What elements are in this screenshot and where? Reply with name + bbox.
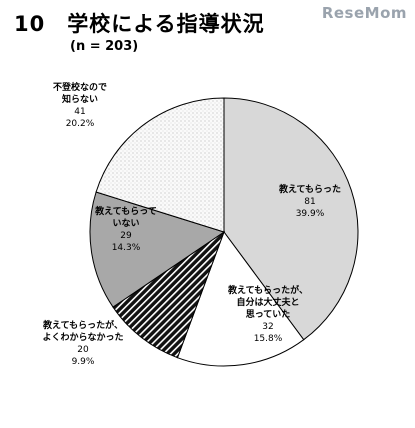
slice-count: 41 bbox=[74, 107, 85, 117]
slice-label-text: いない bbox=[112, 218, 139, 229]
slice-label-5: 不登校なので知らない 41 20.2% bbox=[53, 81, 107, 129]
slice-count: 29 bbox=[120, 231, 132, 241]
slice-count: 20 bbox=[77, 345, 89, 355]
slice-label-2: 教えてもらったが、自分は大丈夫と思っていた 32 15.8% bbox=[227, 284, 308, 344]
slice-percent: 14.3% bbox=[112, 243, 141, 253]
watermark-logo: ReseMom bbox=[321, 4, 407, 22]
pie-slice-3 bbox=[112, 230, 226, 359]
slice-count: 32 bbox=[262, 322, 273, 332]
slice-label-text: 教えてもらって bbox=[94, 205, 157, 217]
slice-percent: 15.8% bbox=[254, 334, 283, 344]
chart-title: 10 学校による指導状況 bbox=[14, 12, 265, 36]
slice-label-text: 教えてもらったが、 bbox=[42, 319, 123, 331]
slice-label-text: 不登校なので bbox=[53, 81, 107, 93]
pie-slice-5 bbox=[95, 97, 225, 233]
sample-size-label: (n = 203) bbox=[70, 39, 139, 54]
slice-percent: 20.2% bbox=[66, 119, 95, 129]
slice-label-text: 思っていた bbox=[246, 309, 291, 320]
slice-label-text: よくわからなかった bbox=[42, 332, 123, 343]
slice-label-4: 教えてもらっていない 29 14.3% bbox=[94, 205, 157, 253]
slice-label-3: 教えてもらったが、よくわからなかった 20 9.9% bbox=[42, 319, 123, 367]
slice-count: 81 bbox=[304, 197, 315, 207]
slice-label-text: 教えてもらったが、 bbox=[227, 284, 308, 296]
pie-slice-2 bbox=[176, 230, 305, 367]
pie-slice-4 bbox=[89, 191, 226, 308]
slice-label-text: 知らない bbox=[61, 93, 98, 105]
slice-label-text: 教えてもらった bbox=[278, 183, 341, 195]
pie-slice-1 bbox=[223, 97, 359, 341]
slice-percent: 39.9% bbox=[296, 209, 325, 219]
slice-percent: 9.9% bbox=[72, 357, 95, 367]
slice-label-text: 自分は大丈夫と bbox=[236, 296, 299, 308]
slice-label-1: 教えてもらった 81 39.9% bbox=[278, 183, 341, 219]
